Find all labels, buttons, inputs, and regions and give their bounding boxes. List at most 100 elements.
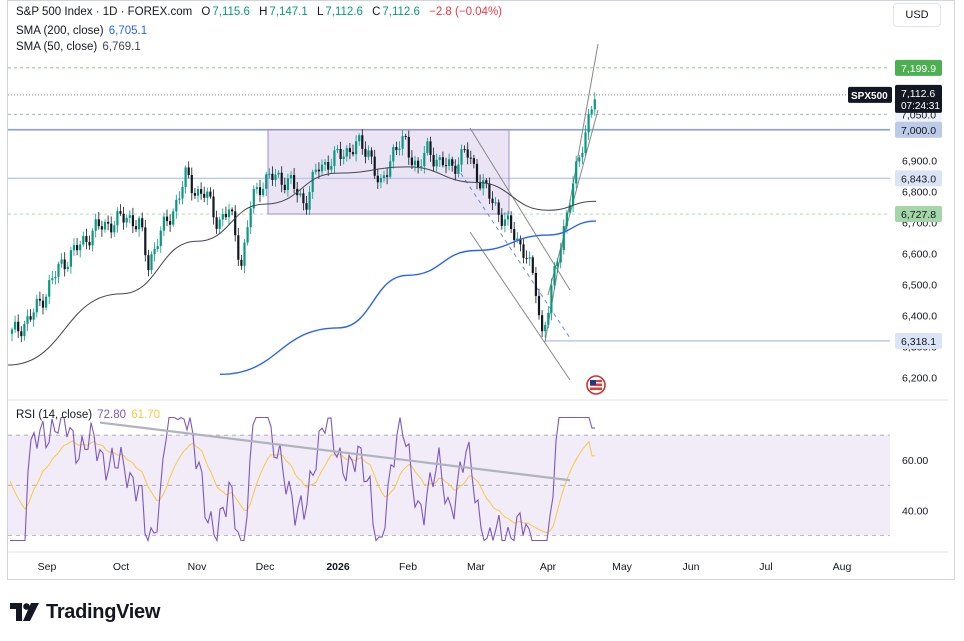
candle-bull xyxy=(587,113,590,133)
candle-bull xyxy=(51,278,54,281)
time-tick-label: Oct xyxy=(113,561,129,573)
candle-bear xyxy=(463,149,466,151)
candle-bull xyxy=(243,242,246,266)
candle-bull xyxy=(435,159,438,167)
sma50-legend[interactable]: SMA (50, close) 6,769.1 xyxy=(16,41,141,53)
time-tick-label: Aug xyxy=(833,561,852,573)
candle-bull xyxy=(82,236,85,245)
candle-bull xyxy=(516,238,519,241)
price-tick-label: 6,800.0 xyxy=(902,187,937,199)
candle-bull xyxy=(218,219,221,229)
candle-bull xyxy=(398,148,401,151)
up-channel-upper xyxy=(544,43,599,343)
candle-bull xyxy=(355,141,358,155)
candle-bull xyxy=(172,211,175,225)
candle-bull xyxy=(544,324,547,332)
candle-bear xyxy=(451,159,454,166)
candle-bull xyxy=(57,263,60,277)
range-box xyxy=(267,129,510,215)
price-label-7199: 7,199.9 xyxy=(901,63,936,75)
candle-bull xyxy=(401,136,404,149)
candle-bull xyxy=(252,188,255,209)
candle-bear xyxy=(234,211,237,236)
rsi-line xyxy=(10,416,595,543)
candle-bull xyxy=(35,298,38,313)
candle-bull xyxy=(23,323,26,337)
sma200-line xyxy=(219,220,597,376)
candle-bull xyxy=(320,164,324,172)
candle-bear xyxy=(386,175,389,177)
candle-bull xyxy=(72,245,76,251)
rsi-signal-line xyxy=(9,440,595,534)
candle-bull xyxy=(575,161,578,184)
time-tick-label: Jul xyxy=(759,561,772,573)
candle-bull xyxy=(379,178,382,183)
candle-bear xyxy=(88,241,91,246)
price-label-6318-bg xyxy=(895,332,942,349)
candle-bear xyxy=(240,259,243,266)
time-tick-label: Apr xyxy=(540,561,557,573)
price-tick-label: 6,400.0 xyxy=(902,311,937,323)
price-tick-label: 6,600.0 xyxy=(902,249,937,261)
candle-bear xyxy=(454,165,457,174)
candle-bear xyxy=(469,157,472,159)
candle-bear xyxy=(97,219,100,227)
currency-button[interactable]: USD xyxy=(893,3,941,27)
candle-bear xyxy=(100,226,103,230)
candle-bear xyxy=(215,217,218,229)
candle-bear xyxy=(302,193,305,204)
tradingview-logo-icon xyxy=(10,603,39,621)
candle-bear xyxy=(395,147,398,151)
candle-bear xyxy=(339,148,342,159)
symbol-title: S&P 500 Index · 1D · FOREX.com xyxy=(16,6,193,18)
candle-bull xyxy=(60,259,63,264)
candle-bear xyxy=(519,238,522,245)
candle-bear xyxy=(41,300,45,308)
close-label: C xyxy=(372,6,381,18)
sma200-legend[interactable]: SMA (200, close) 6,705.1 xyxy=(16,25,147,37)
candle-bear xyxy=(491,198,494,204)
candle-bull xyxy=(457,164,460,174)
candle-bull xyxy=(494,202,497,204)
candle-bull xyxy=(482,180,485,189)
candle-bear xyxy=(466,149,469,158)
candle-bull xyxy=(506,215,510,220)
candle-bear xyxy=(271,173,274,180)
candle-bear xyxy=(429,141,432,155)
candle-bear xyxy=(534,272,537,296)
countdown-label: 07:24:31 xyxy=(901,101,940,112)
candle-bull xyxy=(128,215,131,218)
rsi-legend[interactable]: RSI (14, close) 72.80 61.70 xyxy=(16,409,160,421)
candle-bull xyxy=(565,212,568,227)
tradingview-brand[interactable]: TradingView xyxy=(10,600,160,624)
price-label-7000-bg xyxy=(895,121,942,138)
candle-bear xyxy=(351,152,355,155)
high-value: 7,147.1 xyxy=(269,6,308,18)
candle-bear xyxy=(305,203,308,210)
candle-bear xyxy=(417,160,420,168)
candle-bull xyxy=(268,173,271,175)
candle-bear xyxy=(147,255,150,271)
candle-bear xyxy=(119,211,122,214)
candle-bull xyxy=(568,205,572,213)
ticker-tag-bg xyxy=(848,86,892,103)
time-tick-label: Sep xyxy=(38,561,57,573)
down-channel-upper xyxy=(469,127,571,291)
candle-bull xyxy=(547,312,550,325)
candle-bull xyxy=(103,221,107,230)
candle-bull xyxy=(330,165,333,170)
candle-bear xyxy=(107,221,110,224)
candle-bull xyxy=(69,250,72,267)
candle-bear xyxy=(485,180,488,184)
candle-bear xyxy=(348,148,351,153)
price-label-7000: 7,000.0 xyxy=(901,125,936,137)
candle-bull xyxy=(528,257,531,259)
candle-bull xyxy=(423,152,426,167)
candle-bear xyxy=(131,215,134,227)
candle-bull xyxy=(333,150,336,166)
candle-bull xyxy=(420,166,423,168)
candle-bear xyxy=(110,223,113,233)
price-label-6727-bg xyxy=(895,206,942,223)
candle-bear xyxy=(20,331,23,337)
